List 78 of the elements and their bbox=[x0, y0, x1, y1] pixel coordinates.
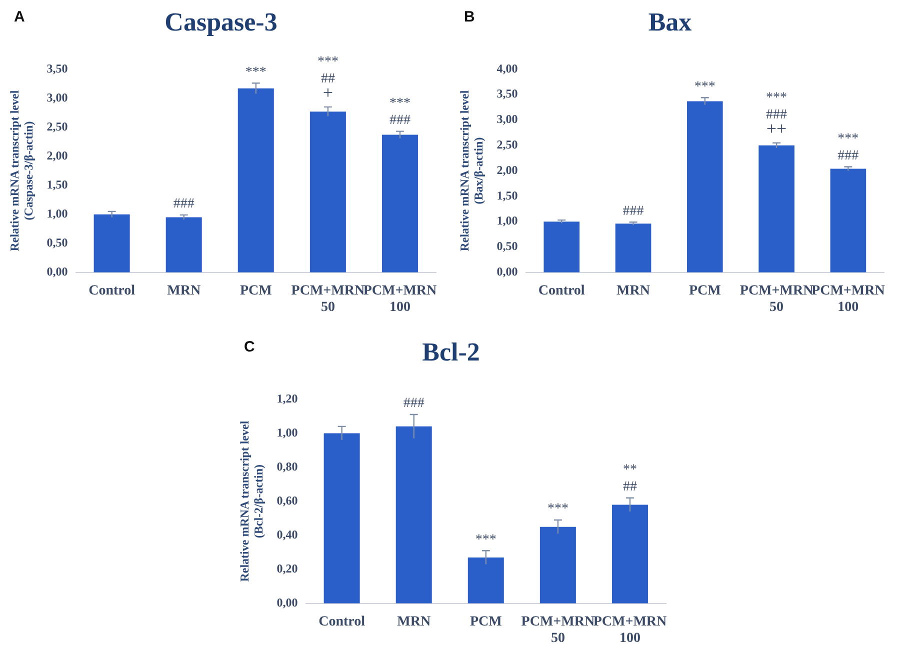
y-tick-label: 0,40 bbox=[276, 527, 298, 542]
x-tick-label: Control bbox=[88, 283, 136, 298]
bar bbox=[468, 557, 504, 604]
y-tick-label: 0,00 bbox=[46, 264, 68, 278]
text: C bbox=[244, 338, 255, 356]
bar bbox=[310, 112, 346, 272]
bar bbox=[830, 168, 866, 272]
x-tick-label: Control bbox=[318, 614, 366, 630]
bar bbox=[238, 88, 274, 272]
y-tick-label: 1,20 bbox=[276, 391, 298, 406]
x-tick-label: MRN bbox=[167, 283, 201, 298]
y-tick-label: 0,00 bbox=[496, 264, 518, 278]
chart-title: Bcl-2 bbox=[422, 337, 480, 366]
y-tick-label: 2,50 bbox=[496, 137, 518, 152]
y-tick-label: 0,00 bbox=[276, 595, 298, 610]
y-tick-label: 0,50 bbox=[46, 235, 68, 250]
bar bbox=[544, 222, 580, 272]
annotation: *** bbox=[766, 90, 788, 106]
x-tick-label: PCM+MRN 100 bbox=[363, 283, 437, 316]
x-tick-label: MRN bbox=[397, 614, 431, 630]
annotation: *** bbox=[475, 532, 496, 548]
y-axis-title: Relative mRNA transcript level (Caspase-3/β-actin) bbox=[7, 90, 36, 252]
y-tick-label: 3,50 bbox=[496, 86, 518, 101]
x-tick-label: PCM bbox=[240, 283, 272, 298]
x-tick-label: PCM+MRN 50 bbox=[740, 283, 814, 316]
x-tick-label: Control bbox=[538, 283, 585, 298]
bar bbox=[324, 433, 360, 604]
annotation: ### bbox=[622, 204, 644, 219]
x-tick-label: MRN bbox=[616, 283, 650, 298]
bar bbox=[94, 214, 130, 272]
x-tick-label: PCM bbox=[470, 614, 502, 630]
bar bbox=[612, 504, 648, 604]
y-tick-label: 2,00 bbox=[496, 162, 518, 177]
y-tick-label: 0,20 bbox=[276, 561, 298, 576]
annotation: *** bbox=[838, 131, 859, 146]
bar bbox=[615, 224, 652, 272]
y-axis-title: Relative mRNA transcript level (Bcl-2/β-actin) bbox=[237, 420, 266, 582]
y-tick-label: 1,00 bbox=[46, 206, 68, 220]
annotation: ** bbox=[622, 462, 637, 478]
y-tick-label: 3,00 bbox=[46, 90, 68, 104]
annotation: *** bbox=[317, 54, 338, 70]
bar bbox=[540, 526, 576, 604]
y-axis-title: Relative mRNA transcript level (Bax/β-actin) bbox=[457, 90, 486, 252]
annotation: ### bbox=[838, 148, 859, 164]
annotation: *** bbox=[245, 64, 266, 80]
annotation: *** bbox=[694, 79, 716, 94]
bar bbox=[396, 426, 432, 604]
y-tick-label: 4,00 bbox=[496, 61, 518, 76]
bar bbox=[166, 217, 202, 272]
text: B bbox=[464, 8, 475, 26]
x-tick-label: PCM+MRN 100 bbox=[593, 614, 667, 646]
text: A bbox=[14, 8, 25, 26]
y-tick-label: 1,00 bbox=[276, 425, 298, 440]
y-tick-label: 3,50 bbox=[46, 61, 68, 76]
y-tick-label: 0,80 bbox=[276, 459, 298, 474]
chart-title: Caspase-3 bbox=[164, 7, 278, 36]
y-tick-label: 1,50 bbox=[496, 188, 518, 202]
y-tick-label: 0,50 bbox=[496, 239, 518, 254]
annotation: *** bbox=[389, 96, 410, 111]
y-tick-label: 0,60 bbox=[276, 493, 298, 508]
bar bbox=[382, 134, 418, 272]
bar bbox=[686, 101, 723, 272]
annotation: ### bbox=[389, 112, 410, 128]
y-tick-label: 1,50 bbox=[46, 177, 68, 192]
x-tick-label: PCM bbox=[688, 283, 721, 298]
x-tick-label: PCM+MRN 50 bbox=[521, 614, 595, 646]
x-tick-label: PCM+MRN 100 bbox=[812, 283, 885, 316]
chart-title: Bax bbox=[648, 7, 692, 36]
annotation: ### bbox=[403, 396, 424, 412]
y-tick-label: 3,00 bbox=[496, 112, 518, 126]
annotation: ### bbox=[173, 196, 194, 212]
y-tick-label: 1,00 bbox=[496, 214, 518, 228]
y-tick-label: 2,50 bbox=[46, 119, 68, 134]
y-tick-label: 2,00 bbox=[46, 148, 68, 162]
annotation: ## bbox=[622, 480, 637, 495]
annotation: *** bbox=[547, 502, 568, 517]
x-tick-label: PCM+MRN 50 bbox=[291, 283, 365, 316]
bar bbox=[758, 145, 794, 272]
